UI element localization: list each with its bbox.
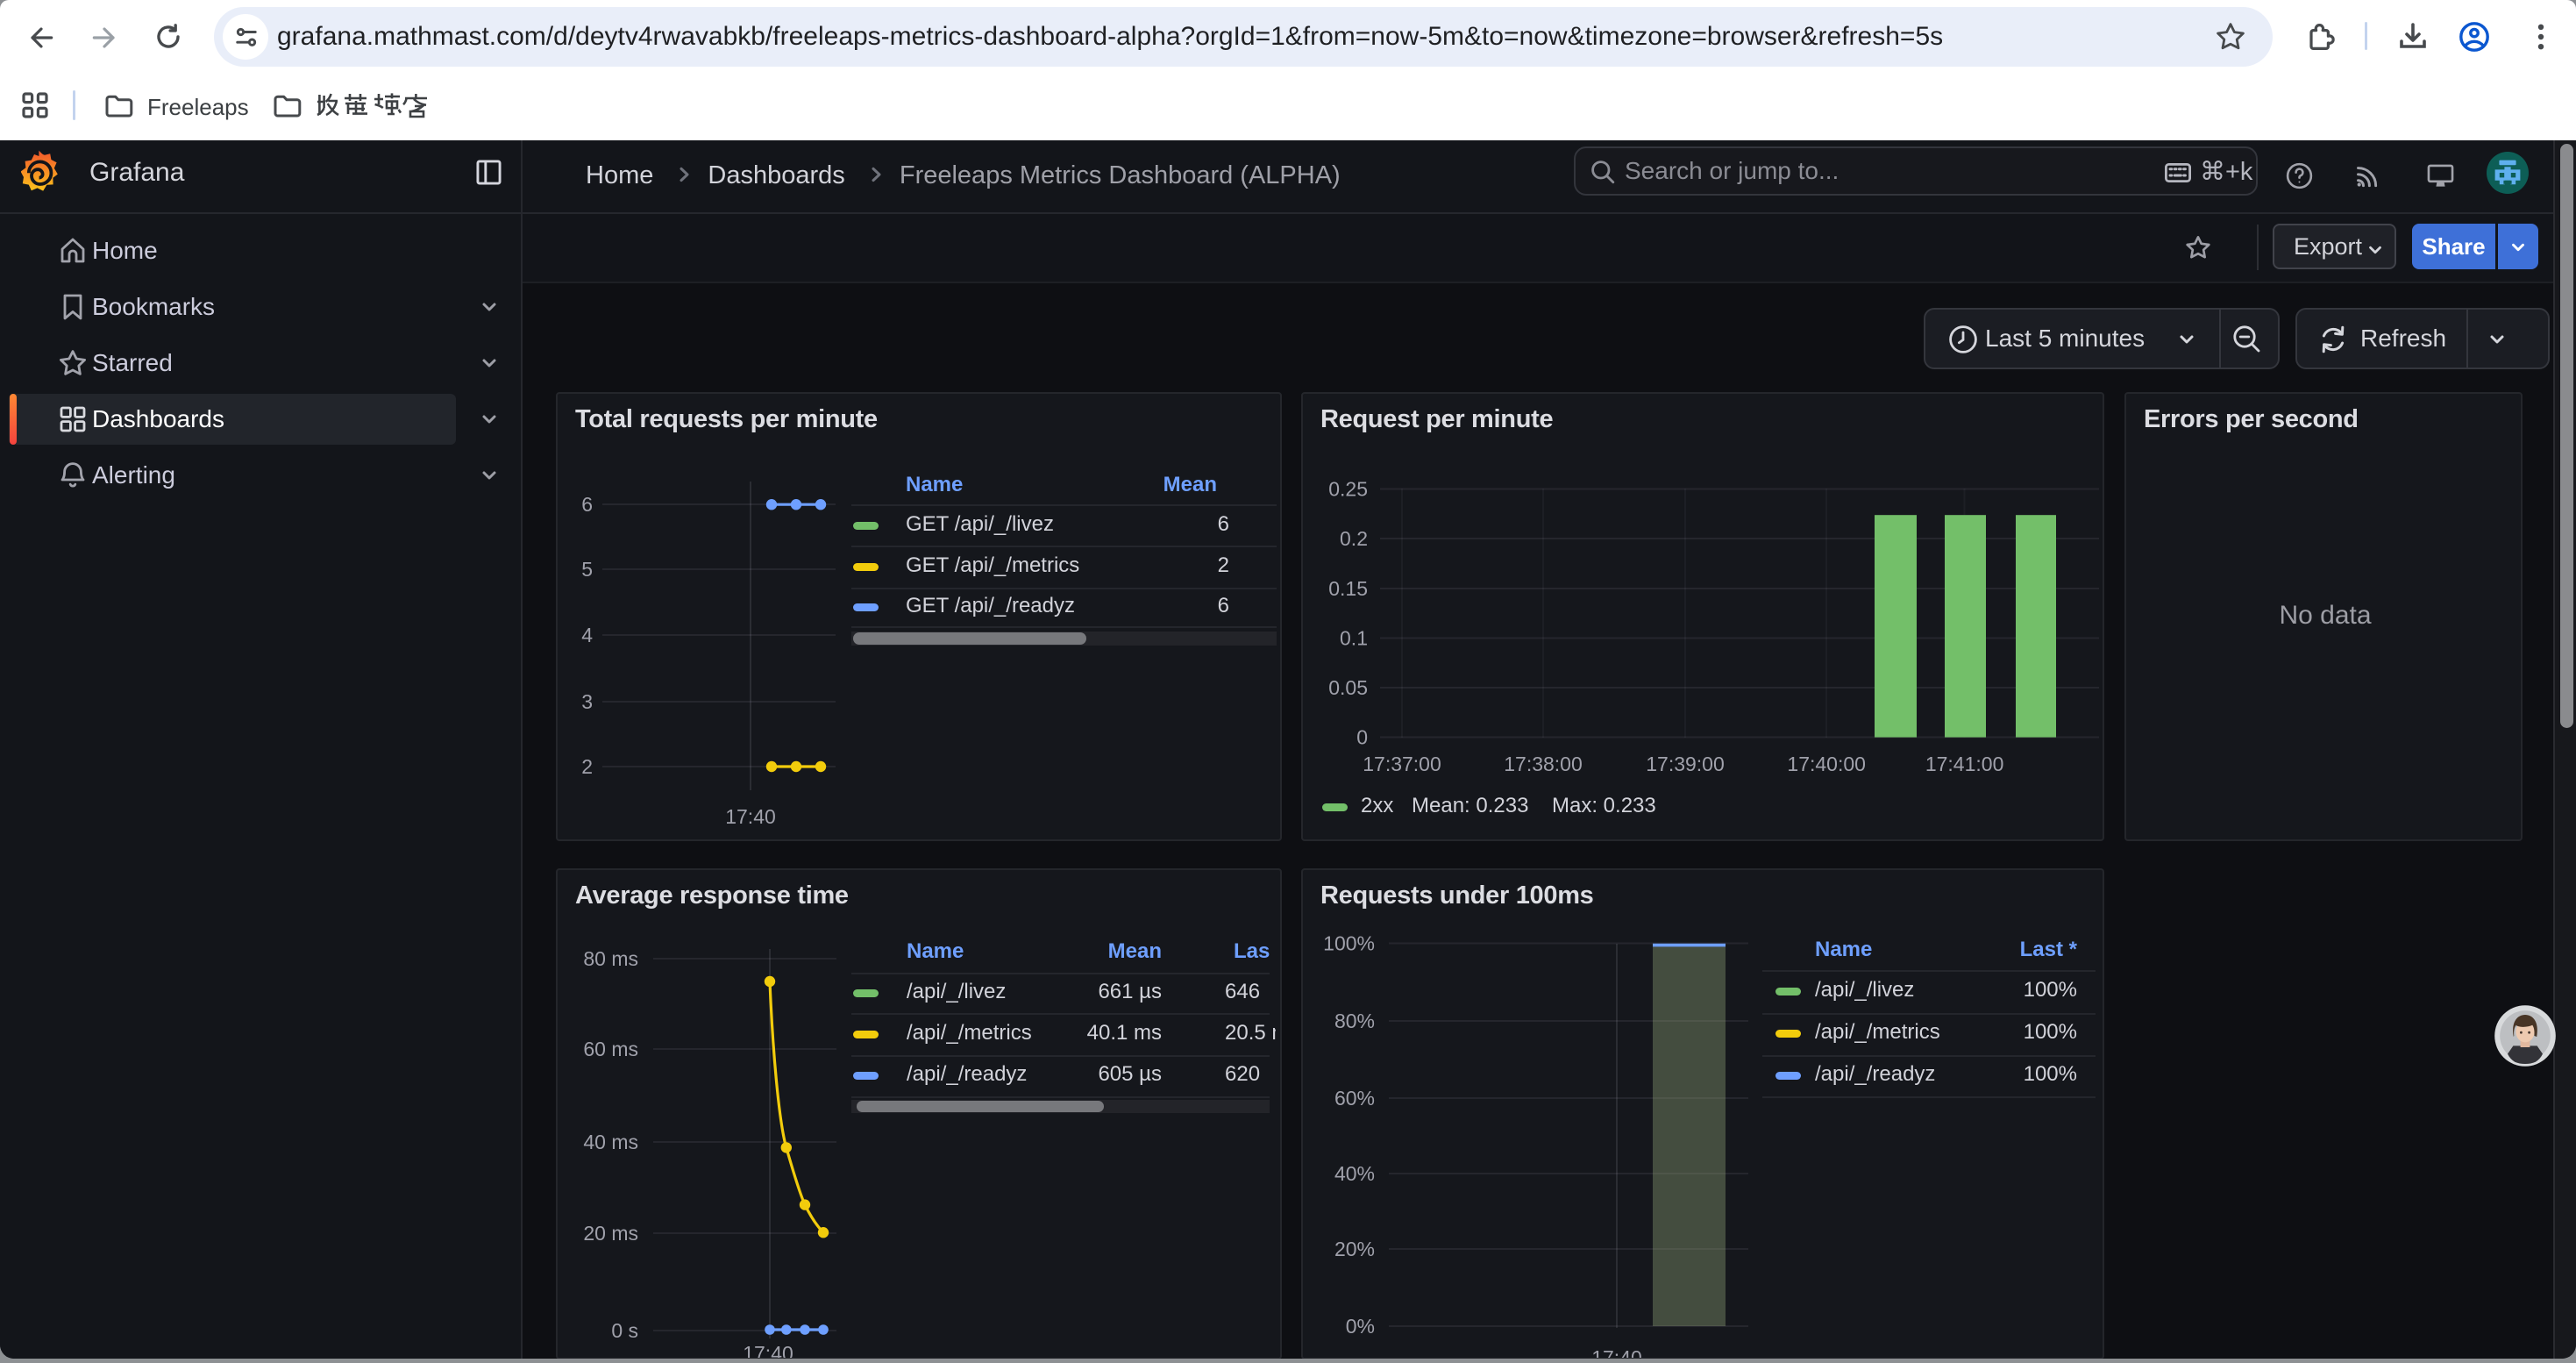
svg-text:60%: 60% (1334, 1087, 1375, 1110)
svg-text:100%: 100% (1323, 932, 1375, 955)
svg-text:17:40: 17:40 (1591, 1346, 1642, 1359)
svg-text:17:40:00: 17:40:00 (1787, 753, 1866, 775)
svg-text:0.1: 0.1 (1340, 626, 1368, 649)
svg-text:0.2: 0.2 (1340, 527, 1368, 550)
svg-text:40 ms: 40 ms (583, 1131, 638, 1153)
svg-text:40%: 40% (1334, 1162, 1375, 1185)
svg-text:17:40: 17:40 (725, 805, 776, 828)
svg-text:0.05: 0.05 (1328, 676, 1368, 699)
svg-text:17:41:00: 17:41:00 (1925, 753, 2004, 775)
svg-text:5: 5 (581, 558, 593, 581)
svg-text:17:37:00: 17:37:00 (1363, 753, 1441, 775)
svg-text:80%: 80% (1334, 1010, 1375, 1032)
svg-text:0.25: 0.25 (1328, 478, 1368, 501)
svg-text:0 s: 0 s (611, 1319, 638, 1342)
svg-text:6: 6 (581, 493, 593, 516)
svg-text:0: 0 (1356, 726, 1368, 749)
svg-text:20%: 20% (1334, 1238, 1375, 1260)
svg-text:17:40: 17:40 (743, 1342, 793, 1359)
svg-text:60 ms: 60 ms (583, 1038, 638, 1060)
svg-text:3: 3 (581, 690, 593, 713)
svg-text:17:39:00: 17:39:00 (1646, 753, 1725, 775)
svg-text:80 ms: 80 ms (583, 947, 638, 970)
svg-text:20 ms: 20 ms (583, 1222, 638, 1245)
svg-text:2: 2 (581, 755, 593, 778)
svg-text:4: 4 (581, 624, 593, 646)
svg-text:0%: 0% (1346, 1315, 1375, 1338)
svg-text:0.15: 0.15 (1328, 577, 1368, 600)
svg-text:17:38:00: 17:38:00 (1504, 753, 1583, 775)
